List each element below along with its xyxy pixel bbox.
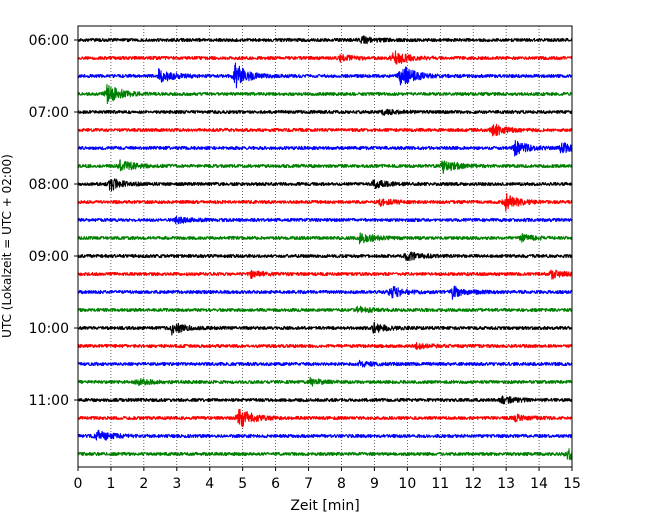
trace-1115 bbox=[77, 408, 573, 428]
y-tick-label: 10:00 bbox=[29, 321, 69, 337]
trace-0815 bbox=[77, 192, 573, 212]
plot-area bbox=[78, 26, 572, 467]
y-tick-label: 07:00 bbox=[29, 105, 69, 121]
y-tick-label: 09:00 bbox=[29, 249, 69, 265]
y-axis-label: UTC (Lokalzeit = UTC + 02:00) bbox=[0, 154, 14, 338]
trace-0900 bbox=[77, 251, 573, 262]
x-tick-label: 9 bbox=[370, 476, 379, 492]
y-axis-ticks: 06:00 07:00 08:00 09:00 10:00 11:00 bbox=[29, 33, 78, 409]
x-tick-label: 11 bbox=[431, 476, 449, 492]
x-tick-label: 1 bbox=[106, 476, 115, 492]
x-tick-label: 3 bbox=[172, 476, 181, 492]
trace-0615 bbox=[77, 50, 573, 65]
x-tick-label: 5 bbox=[238, 476, 247, 492]
x-tick-label: 13 bbox=[497, 476, 515, 492]
y-tick-label: 11:00 bbox=[29, 393, 69, 409]
trace-1145 bbox=[77, 448, 573, 461]
trace-1000 bbox=[77, 321, 573, 336]
trace-0845 bbox=[77, 232, 573, 245]
trace-0930 bbox=[77, 285, 573, 300]
trace-1030 bbox=[77, 359, 573, 368]
trace-1045 bbox=[77, 376, 573, 387]
x-tick-label: 14 bbox=[530, 476, 548, 492]
x-tick-label: 0 bbox=[74, 476, 83, 492]
x-tick-label: 4 bbox=[205, 476, 214, 492]
x-tick-label: 2 bbox=[139, 476, 148, 492]
x-tick-label: 15 bbox=[563, 476, 581, 492]
y-tick-label: 08:00 bbox=[29, 177, 69, 193]
trace-0645 bbox=[77, 84, 573, 105]
x-tick-label: 6 bbox=[271, 476, 280, 492]
x-axis-ticks: 0 1 2 3 4 5 6 7 8 9 10 11 12 13 14 15 bbox=[74, 467, 581, 492]
trace-0715 bbox=[77, 123, 573, 137]
y-tick-label: 06:00 bbox=[29, 33, 69, 49]
trace-0630 bbox=[77, 62, 573, 89]
trace-0730 bbox=[77, 140, 573, 157]
x-tick-label: 7 bbox=[304, 476, 313, 492]
trace-1015 bbox=[77, 341, 573, 350]
trace-0945 bbox=[77, 305, 573, 314]
seismic-traces bbox=[77, 35, 573, 461]
trace-0830 bbox=[77, 215, 573, 225]
trace-1130 bbox=[77, 429, 573, 441]
trace-0915 bbox=[77, 269, 573, 280]
x-axis-label: Zeit [min] bbox=[290, 498, 359, 514]
x-tick-label: 12 bbox=[464, 476, 482, 492]
trace-0745 bbox=[77, 159, 573, 175]
x-tick-label: 10 bbox=[398, 476, 416, 492]
trace-0700 bbox=[77, 108, 573, 116]
trace-0800 bbox=[77, 178, 573, 192]
plot-frame bbox=[77, 25, 573, 468]
trace-1100 bbox=[77, 395, 573, 405]
trace-0600 bbox=[77, 35, 573, 45]
x-tick-label: 8 bbox=[337, 476, 346, 492]
